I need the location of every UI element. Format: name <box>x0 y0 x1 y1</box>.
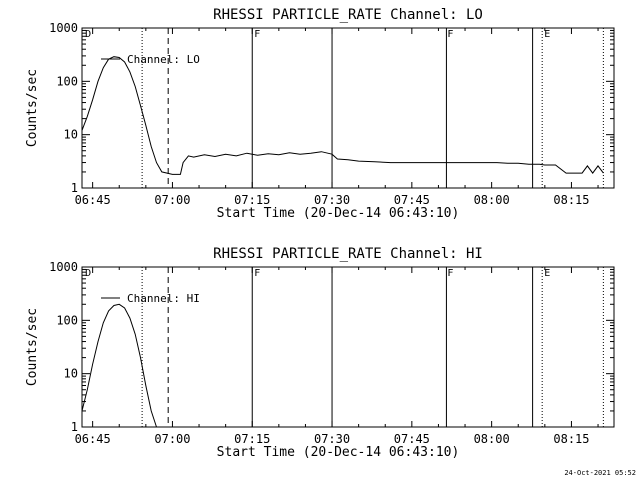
event-flag-2: F <box>254 268 260 279</box>
x-tick-label-1: 08:15 <box>553 193 589 207</box>
x-tick-label-1: 07:00 <box>154 193 190 207</box>
series-line-2-1 <box>81 303 157 428</box>
x-tick-label-2: 08:15 <box>553 432 589 446</box>
x-tick-label-2: 07:45 <box>394 432 430 446</box>
event-flag-2: E <box>544 268 550 279</box>
x-tick-label-2: 07:00 <box>154 432 190 446</box>
event-flag-1: F <box>254 29 260 40</box>
event-flag-1: D <box>85 29 91 40</box>
x-tick-label-2: 06:45 <box>75 432 111 446</box>
y-tick-label-1: 1000 <box>49 21 78 35</box>
series-line-1-1 <box>81 56 604 175</box>
event-flag-2: D <box>85 268 91 279</box>
y-tick-label-1: 100 <box>56 74 78 88</box>
x-tick-label-1: 07:30 <box>314 193 350 207</box>
x-tick-label-1: 07:15 <box>234 193 270 207</box>
x-tick-label-2: 08:00 <box>474 432 510 446</box>
y-tick-label-2: 10 <box>64 367 78 381</box>
y-axis-title-2: Counts/sec <box>25 308 40 386</box>
event-flag-2: F <box>447 268 453 279</box>
x-tick-label-1: 07:45 <box>394 193 430 207</box>
y-tick-label-2: 1000 <box>49 260 78 274</box>
y-axis-title-1: Counts/sec <box>25 69 40 147</box>
x-axis-title-1: Start Time (20-Dec-14 06:43:10) <box>217 206 460 221</box>
x-tick-label-2: 07:30 <box>314 432 350 446</box>
x-axis-title-2: Start Time (20-Dec-14 06:43:10) <box>217 445 460 460</box>
legend-label-2: Channel: HI <box>127 292 200 305</box>
y-tick-label-2: 100 <box>56 313 78 327</box>
x-tick-label-1: 08:00 <box>474 193 510 207</box>
x-tick-label-1: 06:45 <box>75 193 111 207</box>
event-flag-1: F <box>447 29 453 40</box>
y-tick-label-2: 1 <box>71 420 78 434</box>
legend-label-1: Channel: LO <box>127 53 200 66</box>
chart-title-2: RHESSI PARTICLE_RATE Channel: HI <box>213 246 483 262</box>
x-tick-label-2: 07:15 <box>234 432 270 446</box>
y-tick-label-1: 10 <box>64 128 78 142</box>
footer-timestamp: 24-Oct-2021 05:52 <box>564 469 636 477</box>
chart-title-1: RHESSI PARTICLE_RATE Channel: LO <box>213 7 483 23</box>
event-flag-1: E <box>544 29 550 40</box>
plot-frame-2 <box>81 266 615 428</box>
y-tick-label-1: 1 <box>71 181 78 195</box>
plot-frame-1 <box>81 27 615 189</box>
